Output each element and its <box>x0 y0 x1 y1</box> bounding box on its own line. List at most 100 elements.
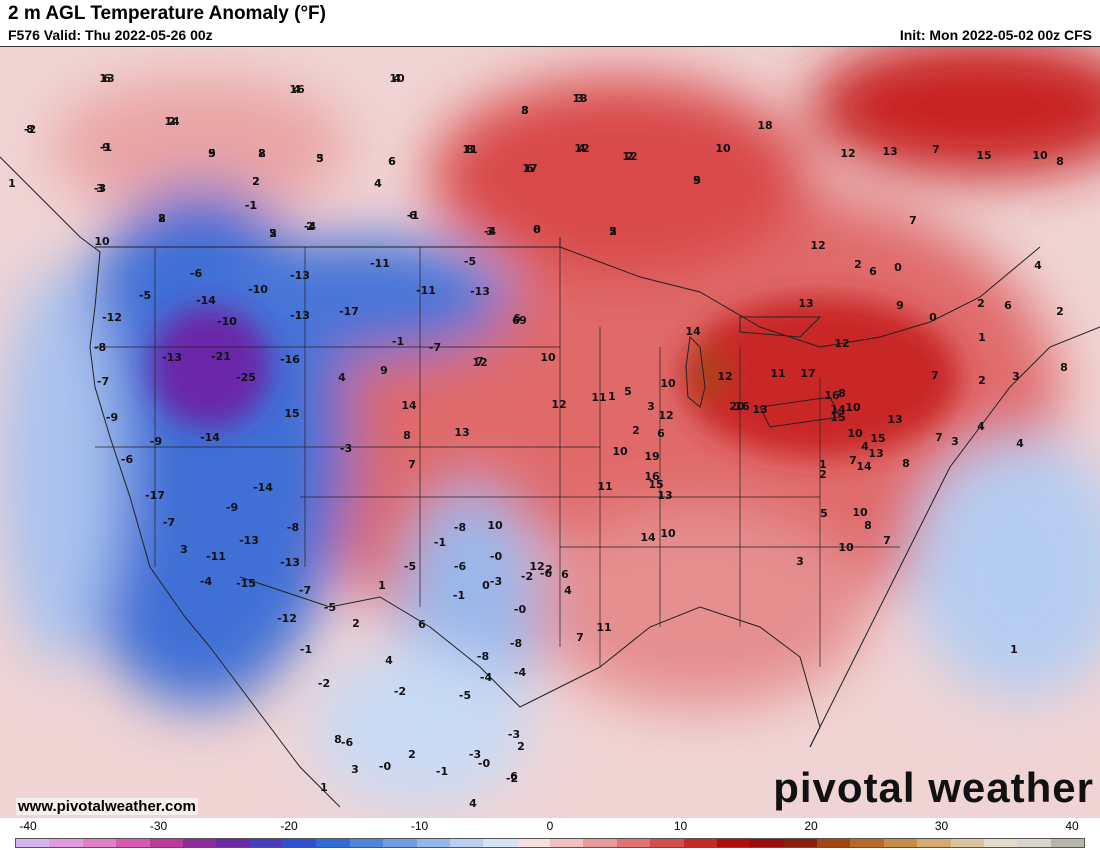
anomaly-value-label: -9 <box>150 435 162 448</box>
anomaly-value-label: -11 <box>370 257 390 270</box>
anomaly-value-label: 12 <box>574 142 589 155</box>
colorbar-tick-label: -40 <box>19 819 37 833</box>
anomaly-value-label: -6 <box>190 267 203 280</box>
anomaly-value-label: 2 <box>609 225 617 238</box>
anomaly-value-label: 17 <box>522 162 537 175</box>
anomaly-value-label: 15 <box>830 411 845 424</box>
anomaly-value-label: 14 <box>401 399 417 412</box>
colorbar-swatch <box>883 839 918 847</box>
anomaly-value-label: 2 <box>258 147 266 160</box>
anomaly-value-label: 3 <box>796 555 804 568</box>
anomaly-value-label: -1 <box>407 209 419 222</box>
anomaly-value-label: 0 <box>894 261 902 274</box>
anomaly-value-label: 1 <box>978 331 986 344</box>
northwest-cold-core <box>150 307 270 427</box>
anomaly-value-label: -8 <box>94 341 106 354</box>
anomaly-value-label: -13 <box>290 309 310 322</box>
anomaly-value-label: -9 <box>106 411 118 424</box>
anomaly-value-label: 8 <box>864 519 872 532</box>
anomaly-value-label: 4 <box>1016 437 1024 450</box>
anomaly-value-label: 13 <box>572 92 587 105</box>
anomaly-value-label: -14 <box>253 481 273 494</box>
colorbar-swatch <box>1050 839 1084 847</box>
anomaly-value-label: 9 <box>208 147 216 160</box>
anomaly-value-label: 9 <box>102 141 110 154</box>
anomaly-value-label: -2 <box>24 123 36 136</box>
anomaly-value-label: -0 <box>514 603 527 616</box>
anomaly-value-label: 8 <box>1056 155 1064 168</box>
anomaly-value-label: 16 <box>734 400 750 413</box>
anomaly-value-label: -17 <box>145 489 165 502</box>
map-title: 2 m AGL Temperature Anomaly (°F) <box>8 3 326 24</box>
colorbar-swatch <box>249 839 283 847</box>
anomaly-value-label: 3 <box>521 104 529 117</box>
anomaly-value-label: 2 <box>819 468 827 481</box>
website-label: www.pivotalweather.com <box>16 798 198 815</box>
anomaly-value-label: 2 <box>517 740 525 753</box>
anomaly-value-label: 3 <box>1012 370 1020 383</box>
anomaly-value-label: 8 <box>838 387 846 400</box>
anomaly-value-label: 6 <box>388 155 396 168</box>
colorbar-swatch <box>416 839 450 847</box>
colorbar-swatch <box>516 839 550 847</box>
anomaly-value-label: 11 <box>597 480 612 493</box>
anomaly-value-label: 13 <box>798 297 813 310</box>
anomaly-value-label: -12 <box>102 311 122 324</box>
colorbar-legend: -40 -30 -20 -10 0 10 20 30 40 <box>0 818 1100 850</box>
anomaly-value-label: -10 <box>248 283 268 296</box>
anomaly-value-label: -14 <box>196 294 216 307</box>
anomaly-value-label: -25 <box>236 371 256 384</box>
anomaly-value-label: 13 <box>887 413 902 426</box>
anomaly-value-label: 7 <box>849 454 857 467</box>
anomaly-value-label: 3 <box>316 152 324 165</box>
anomaly-value-label: 17 <box>800 367 815 380</box>
anomaly-value-label: -21 <box>211 350 231 363</box>
anomaly-value-label: 4 <box>385 654 393 667</box>
anomaly-value-label: -7 <box>299 584 311 597</box>
anomaly-value-label: -5 <box>139 289 151 302</box>
anomaly-value-label: 6 <box>869 265 877 278</box>
anomaly-value-label: -16 <box>280 353 300 366</box>
anomaly-value-label: 9 <box>519 314 527 327</box>
colorbar-tick-label: 10 <box>673 819 688 833</box>
colorbar-swatch <box>149 839 183 847</box>
colorbar-swatch <box>550 839 584 847</box>
anomaly-value-label: -4 <box>304 220 317 233</box>
anomaly-value-label: -8 <box>510 637 522 650</box>
anomaly-value-label: 12 <box>658 409 673 422</box>
anomaly-value-label: 7 <box>576 631 584 644</box>
anomaly-value-label: 15 <box>284 407 299 420</box>
anomaly-value-label: 9 <box>380 364 388 377</box>
anomaly-value-label: 5 <box>693 174 701 187</box>
colorbar-swatch <box>817 839 851 847</box>
anomaly-value-label: 10 <box>94 235 110 248</box>
anomaly-value-label: -6 <box>121 453 134 466</box>
anomaly-value-label: -8 <box>477 650 489 663</box>
anomaly-value-label: 10 <box>838 541 854 554</box>
colorbar-swatch <box>1017 839 1051 847</box>
state-lines-horizontal <box>95 346 900 548</box>
anomaly-value-label: -1 <box>245 199 257 212</box>
anomaly-value-label: 3 <box>576 92 584 105</box>
anomaly-value-label: -13 <box>290 269 310 282</box>
anomaly-value-label: -2 <box>394 685 406 698</box>
lake-michigan-hot-spot <box>696 342 724 402</box>
anomaly-value-label: 12 <box>551 398 566 411</box>
anomaly-value-label: 8 <box>466 143 474 156</box>
colorbar-tick-label: 0 <box>546 819 554 833</box>
colorbar-swatch <box>182 839 217 847</box>
colorbar-swatch <box>716 839 751 847</box>
anomaly-value-label: -1 <box>453 589 465 602</box>
colorbar-swatch <box>216 839 250 847</box>
anomaly-value-label: -4 <box>480 671 493 684</box>
anomaly-value-label: 2 <box>269 227 277 240</box>
colorbar-tick-label: 40 <box>1065 819 1079 833</box>
anomaly-value-label: 11 <box>462 143 477 156</box>
anomaly-value-label: 6 <box>513 312 521 325</box>
anomaly-value-label: 1 <box>819 458 827 471</box>
colorbar-swatch <box>950 839 984 847</box>
colorbar-swatch <box>917 839 951 847</box>
anomaly-value-label: 10 <box>540 351 556 364</box>
colorbar-swatch <box>683 839 717 847</box>
